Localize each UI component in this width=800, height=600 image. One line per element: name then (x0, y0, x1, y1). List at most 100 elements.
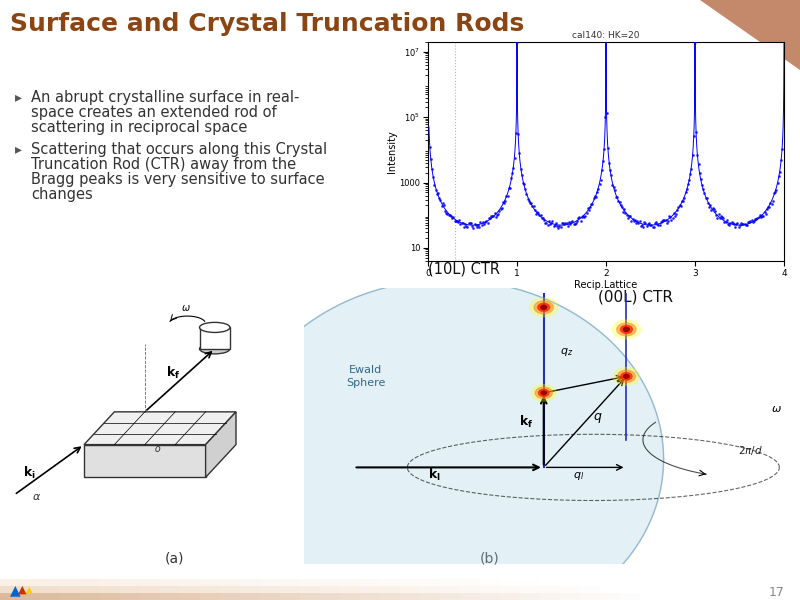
Bar (520, 579, 540, 586)
Bar (680, 579, 700, 586)
Bar (760, 593, 780, 600)
Bar (620, 593, 640, 600)
Bar (20, 579, 40, 586)
Bar (440, 586, 460, 593)
Polygon shape (84, 445, 206, 478)
Bar (560, 593, 580, 600)
Text: scattering in reciprocal space: scattering in reciprocal space (31, 120, 247, 135)
Polygon shape (206, 412, 236, 478)
Bar (320, 579, 340, 586)
Bar (420, 593, 440, 600)
Bar (80, 579, 100, 586)
Bar (360, 586, 380, 593)
Bar (740, 593, 760, 600)
Circle shape (623, 374, 630, 378)
Bar (260, 593, 280, 600)
Bar (500, 579, 520, 586)
Bar (400, 593, 420, 600)
Text: $\mathbf{k_l}$: $\mathbf{k_l}$ (428, 466, 441, 482)
Bar (280, 593, 300, 600)
Bar (280, 586, 300, 593)
Bar (540, 586, 560, 593)
Text: $\mathbf{k_i}$: $\mathbf{k_i}$ (23, 466, 36, 481)
Bar (300, 579, 320, 586)
Bar (720, 593, 740, 600)
Bar (320, 593, 340, 600)
Bar (0, 593, 20, 600)
Circle shape (617, 323, 636, 336)
Bar (780, 586, 800, 593)
Circle shape (621, 373, 632, 380)
Bar (240, 579, 260, 586)
Bar (160, 593, 180, 600)
Bar (120, 579, 140, 586)
Bar (240, 586, 260, 593)
Text: ▲: ▲ (10, 583, 20, 597)
Bar (200, 593, 220, 600)
Text: $\mathbf{k_f}$: $\mathbf{k_f}$ (519, 414, 534, 430)
Polygon shape (84, 412, 236, 445)
Bar (700, 586, 720, 593)
Text: space creates an extended rod of: space creates an extended rod of (31, 105, 277, 120)
Polygon shape (234, 280, 663, 600)
Bar (720, 586, 740, 593)
Bar (100, 586, 120, 593)
Bar (520, 593, 540, 600)
Text: Surface and Crystal Truncation Rods: Surface and Crystal Truncation Rods (10, 12, 524, 36)
Bar (700, 593, 720, 600)
Bar (580, 579, 600, 586)
Bar (0, 586, 20, 593)
Bar (60, 586, 80, 593)
Bar (220, 579, 240, 586)
Text: (10L) CTR: (10L) CTR (428, 262, 500, 277)
Bar (560, 579, 580, 586)
Circle shape (538, 304, 550, 311)
Bar (760, 586, 780, 593)
Bar (480, 586, 500, 593)
Text: $2\pi/d$: $2\pi/d$ (738, 443, 763, 457)
Text: (b): (b) (480, 551, 500, 565)
Text: ▸: ▸ (15, 90, 22, 104)
Circle shape (541, 391, 546, 395)
Bar (60, 593, 80, 600)
Bar (300, 593, 320, 600)
Bar (80, 586, 100, 593)
Bar (380, 593, 400, 600)
Text: Bragg peaks is very sensitive to surface: Bragg peaks is very sensitive to surface (31, 172, 325, 187)
Bar (420, 579, 440, 586)
Bar (199, 328, 230, 349)
Bar (600, 579, 620, 586)
Circle shape (535, 387, 552, 398)
Bar (320, 586, 340, 593)
Text: (a): (a) (166, 551, 185, 565)
Text: $\mathbf{k_f}$: $\mathbf{k_f}$ (166, 365, 180, 380)
Bar (720, 579, 740, 586)
Text: $\omega$: $\omega$ (182, 303, 191, 313)
Bar (40, 586, 60, 593)
Bar (200, 586, 220, 593)
Bar (640, 586, 660, 593)
Bar (660, 579, 680, 586)
Bar (180, 586, 200, 593)
Circle shape (623, 328, 630, 331)
Bar (60, 579, 80, 586)
Bar (600, 586, 620, 593)
Bar (120, 586, 140, 593)
Bar (140, 593, 160, 600)
Bar (360, 593, 380, 600)
Bar (200, 579, 220, 586)
Bar (260, 586, 280, 593)
Text: $q$: $q$ (594, 412, 603, 425)
Bar (660, 593, 680, 600)
Bar (700, 579, 720, 586)
Circle shape (534, 301, 554, 314)
Circle shape (538, 389, 549, 397)
Bar (680, 593, 700, 600)
Text: Ewald
Sphere: Ewald Sphere (346, 365, 386, 388)
Text: ▲: ▲ (26, 586, 32, 595)
Bar (440, 579, 460, 586)
Bar (440, 593, 460, 600)
Bar (40, 579, 60, 586)
Bar (460, 593, 480, 600)
Text: $\omega$: $\omega$ (771, 404, 782, 414)
